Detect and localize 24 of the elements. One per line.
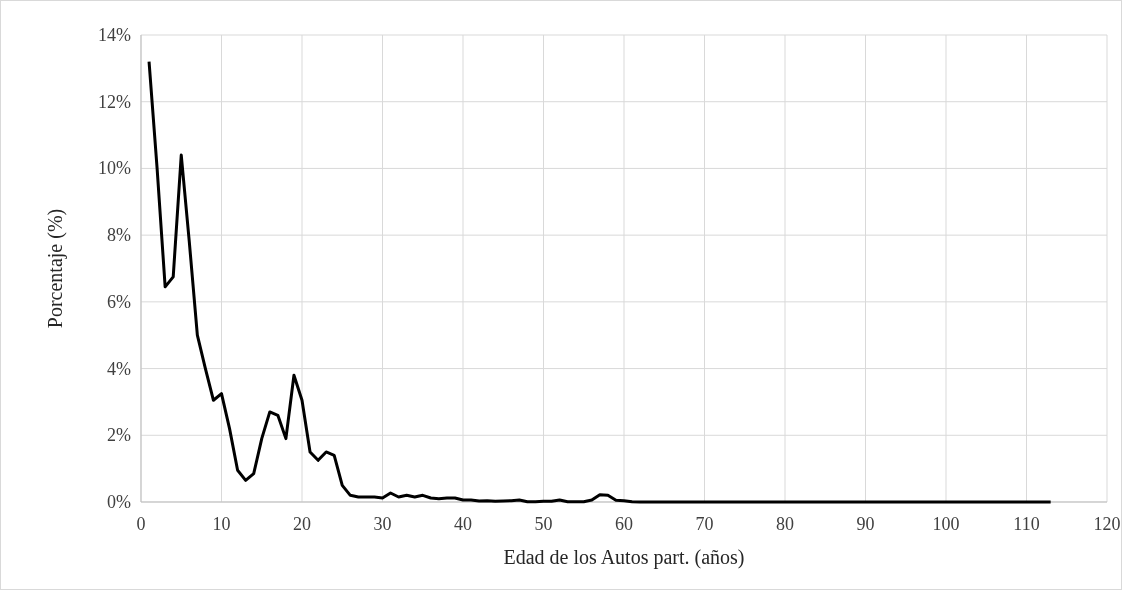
x-tick-label: 10 [212, 514, 231, 534]
x-tick-label: 90 [856, 514, 875, 534]
x-tick-label: 50 [534, 514, 553, 534]
y-tick-label: 12% [98, 91, 131, 112]
y-tick-label: 2% [107, 425, 131, 446]
x-tick-label: 100 [932, 514, 960, 534]
x-tick-label: 20 [293, 514, 311, 534]
x-axis-title: Edad de los Autos part. (años) [503, 546, 745, 569]
x-tick-label: 60 [615, 514, 633, 534]
y-tick-label: 8% [107, 225, 131, 246]
y-tick-label: 14% [98, 25, 131, 45]
y-tick-label: 10% [98, 158, 131, 179]
x-tick-label: 40 [454, 514, 472, 534]
y-tick-label: 6% [107, 291, 131, 312]
x-tick-label: 70 [695, 514, 714, 534]
x-tick-label: 0 [136, 514, 146, 534]
x-tick-label: 30 [373, 514, 392, 534]
y-axis-title: Porcentaje (%) [44, 208, 67, 329]
y-tick-label: 4% [107, 358, 131, 379]
line-series [147, 60, 1053, 504]
x-tick-label: 110 [1013, 514, 1040, 534]
y-tick-label: 0% [107, 492, 131, 512]
x-tick-label: 120 [1093, 514, 1121, 534]
x-tick-label: 80 [776, 514, 794, 534]
